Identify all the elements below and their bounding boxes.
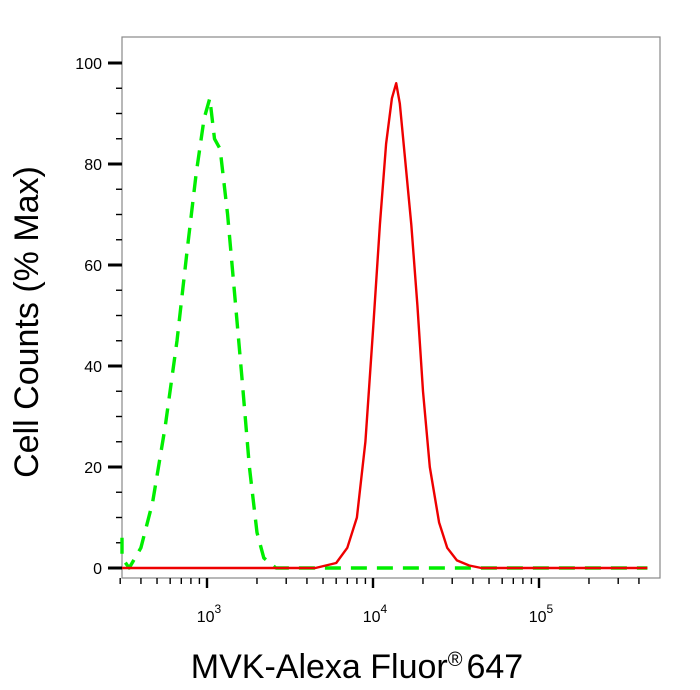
x-tick-exponent: 3 xyxy=(215,602,222,616)
series-line-sample xyxy=(122,82,648,570)
x-tick-label: 105 xyxy=(529,602,554,626)
y-tick-label: 40 xyxy=(84,359,102,376)
x-tick-label: 104 xyxy=(363,602,388,626)
x-tick-base: 10 xyxy=(363,609,381,626)
y-tick-label: 0 xyxy=(93,561,102,578)
x-axis-title: MVK-Alexa Fluor® 647 xyxy=(191,648,523,686)
x-tick-exponent: 5 xyxy=(547,602,554,616)
series-line-control xyxy=(120,96,648,570)
x-axis: 103 104 105 xyxy=(119,578,640,626)
plot-frame xyxy=(121,36,661,579)
y-tick-label: 100 xyxy=(75,56,102,73)
x-tick-base: 10 xyxy=(529,609,547,626)
series-layer xyxy=(120,82,648,570)
x-axis-title-main: MVK-Alexa Fluor xyxy=(191,648,448,686)
y-tick-label: 60 xyxy=(84,258,102,275)
y-tick-label: 80 xyxy=(84,157,102,174)
x-tick-label: 103 xyxy=(197,602,222,626)
x-axis-title-suffix: 647 xyxy=(466,648,523,686)
x-axis-title-mark: ® xyxy=(448,649,463,671)
x-tick-exponent: 4 xyxy=(381,602,388,616)
x-tick-base: 10 xyxy=(197,609,215,626)
y-tick-label: 20 xyxy=(84,460,102,477)
y-axis-title: Cell Counts (% Max) xyxy=(8,166,46,478)
y-axis: 0 20 40 60 80 100 xyxy=(75,56,122,578)
